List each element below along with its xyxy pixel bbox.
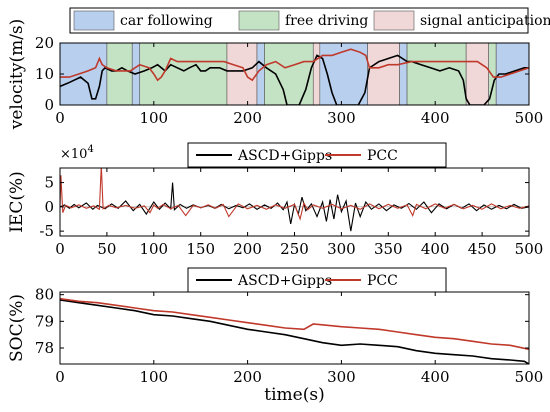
region-signal-anticipation — [465, 42, 489, 106]
panel-velocity: 0 100 200 300 400 500 0 10 20 velocity(m/s) car fo… — [7, 7, 550, 131]
x-tick-label: 100 — [139, 240, 168, 258]
x-tick-label: 0 — [55, 368, 65, 386]
y-tick-label: 0 — [44, 198, 54, 216]
y-axis-label: IEC(%) — [7, 171, 27, 233]
series-line-ascd-gipps — [60, 182, 529, 232]
x-axis-label: time(s) — [264, 385, 324, 405]
y-tick-label: -5 — [39, 222, 54, 240]
exponent-power: 4 — [87, 144, 93, 155]
x-tick-label: 300 — [327, 109, 356, 127]
y-tick-label: 80 — [35, 286, 54, 304]
panel-soc: 0 100 200 300 400 500 78 79 80 SOC(%) time(s) ASCD+… — [7, 267, 544, 405]
series-line-pcc — [60, 297, 529, 351]
legend-label: ASCD+Gipps — [237, 148, 332, 164]
panel-iec: 0 50 100 150 200 250 300 350 400 450 500-505IEC(%)… — [7, 142, 544, 258]
y-tick-label: 10 — [35, 65, 54, 83]
region-car-following — [399, 42, 408, 106]
x-tick-label: 50 — [97, 240, 116, 258]
legend: ASCD+Gipps PCC — [187, 142, 447, 168]
x-tick-label: 200 — [233, 109, 262, 127]
region-car-following — [59, 42, 108, 106]
y-axis-label: velocity(m/s) — [7, 19, 27, 131]
legend-label: signal anticipation — [420, 13, 550, 29]
y-tick-label: 0 — [44, 96, 54, 114]
x-tick-label: 350 — [374, 240, 403, 258]
region-signal-anticipation — [312, 42, 321, 106]
legend-label: car following — [120, 13, 213, 29]
legend-swatch — [373, 10, 415, 31]
x-tick-label: 500 — [515, 240, 544, 258]
x-tick-label: 500 — [515, 109, 544, 127]
legend-box — [69, 7, 529, 34]
y-exponent-label: ×104 — [60, 144, 94, 162]
x-tick-label: 250 — [280, 240, 309, 258]
exponent-base: ×10 — [60, 147, 87, 162]
series-line-1 — [60, 48, 529, 82]
legend-swatch — [238, 10, 280, 31]
x-tick-label: 400 — [421, 109, 450, 127]
x-tick-label: 300 — [327, 368, 356, 386]
region-signal-anticipation — [226, 42, 258, 106]
x-tick-label: 400 — [421, 368, 450, 386]
x-tick-label: 200 — [233, 368, 262, 386]
legend-label: PCC — [367, 273, 398, 289]
legend-swatch — [73, 10, 115, 31]
legend: car following free driving signal anticipa… — [69, 7, 550, 34]
x-tick-label: 100 — [139, 368, 168, 386]
legend: ASCD+Gipps PCC — [187, 267, 447, 293]
x-tick-label: 500 — [515, 368, 544, 386]
axis-frame — [59, 167, 530, 237]
region-free-driving — [106, 42, 133, 106]
y-axis-label: SOC(%) — [7, 294, 27, 362]
series-line-0 — [60, 54, 529, 105]
region-car-following — [256, 42, 265, 106]
series-line-pcc — [60, 168, 529, 221]
region-free-driving — [406, 42, 467, 106]
y-tick-label: 20 — [35, 34, 54, 52]
legend-label: free driving — [285, 13, 368, 29]
y-tick-label: 78 — [35, 339, 54, 357]
x-tick-label: 300 — [327, 240, 356, 258]
series-line-ascd-gipps — [60, 299, 529, 364]
x-tick-label: 400 — [421, 240, 450, 258]
region-signal-anticipation — [367, 42, 400, 106]
x-tick-label: 200 — [233, 240, 262, 258]
y-tick-label: 79 — [35, 312, 54, 330]
region-free-driving — [264, 42, 314, 106]
x-tick-label: 150 — [186, 240, 215, 258]
x-tick-label: 100 — [139, 109, 168, 127]
legend-label: PCC — [367, 148, 398, 164]
legend-label: ASCD+Gipps — [237, 273, 332, 289]
x-tick-label: 0 — [55, 240, 65, 258]
x-tick-label: 450 — [468, 240, 497, 258]
x-tick-label: 0 — [55, 109, 65, 127]
y-tick-label: 5 — [44, 174, 54, 192]
